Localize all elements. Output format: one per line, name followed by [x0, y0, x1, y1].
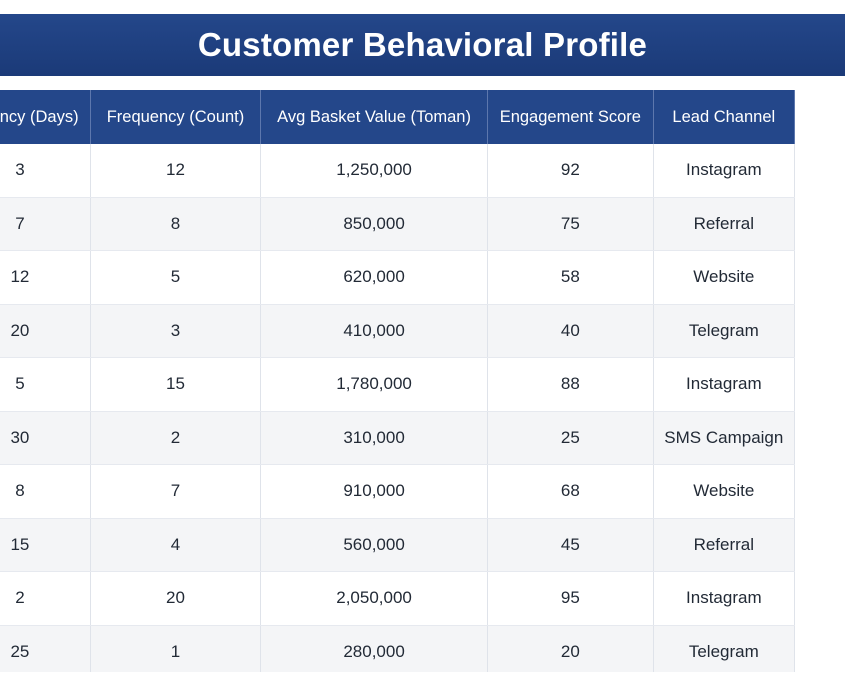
- column-header-basket-value[interactable]: Avg Basket Value (Toman): [260, 90, 489, 144]
- frequency-cell: 4: [90, 518, 262, 572]
- table-row: 3 12 1,250,000 92 Instagram: [0, 144, 796, 198]
- lead-channel-cell: Website: [653, 250, 796, 305]
- frequency-cell: 20: [90, 571, 262, 626]
- column-header-lead-channel[interactable]: Lead Channel: [653, 90, 796, 144]
- frequency-cell: 7: [90, 464, 262, 519]
- recency-cell: 20: [0, 304, 91, 358]
- engagement-cell: 58: [487, 250, 654, 305]
- recency-cell: 25: [0, 625, 91, 672]
- frequency-cell: 3: [90, 304, 262, 358]
- table-row: 12 5 620,000 58 Website: [0, 250, 796, 305]
- header-row: Recency (Days) Frequency (Count) Avg Bas…: [0, 90, 796, 144]
- engagement-cell: 68: [487, 464, 654, 519]
- engagement-cell: 25: [487, 411, 654, 465]
- lead-channel-cell: Instagram: [653, 144, 796, 198]
- page-title: Customer Behavioral Profile: [197, 26, 648, 63]
- table-row: 15 4 560,000 45 Referral: [0, 518, 796, 572]
- recency-cell: 7: [0, 197, 91, 251]
- lead-channel-cell: Referral: [653, 518, 796, 572]
- frequency-cell: 2: [90, 411, 262, 465]
- lead-channel-cell: SMS Campaign: [653, 411, 796, 465]
- table-container: Recency (Days) Frequency (Count) Avg Bas…: [0, 90, 845, 672]
- table-row: 2 20 2,050,000 95 Instagram: [0, 571, 796, 626]
- engagement-cell: 92: [487, 144, 654, 198]
- recency-cell: 8: [0, 464, 91, 519]
- table-row: 20 3 410,000 40 Telegram: [0, 304, 796, 358]
- basket-value-cell: 310,000: [260, 411, 489, 465]
- engagement-cell: 95: [487, 571, 654, 626]
- recency-cell: 5: [0, 357, 91, 412]
- basket-value-cell: 280,000: [260, 625, 489, 672]
- frequency-cell: 1: [90, 625, 262, 672]
- table-row: 5 15 1,780,000 88 Instagram: [0, 357, 796, 412]
- table-row: 30 2 310,000 25 SMS Campaign: [0, 411, 796, 465]
- behavior-table: Recency (Days) Frequency (Count) Avg Bas…: [0, 90, 796, 672]
- table-row: 7 8 850,000 75 Referral: [0, 197, 796, 251]
- lead-channel-cell: Telegram: [653, 304, 796, 358]
- engagement-cell: 20: [487, 625, 654, 672]
- recency-cell: 15: [0, 518, 91, 572]
- recency-cell: 2: [0, 571, 91, 626]
- lead-channel-cell: Instagram: [653, 357, 796, 412]
- recency-cell: 12: [0, 250, 91, 305]
- lead-channel-cell: Telegram: [653, 625, 796, 672]
- basket-value-cell: 620,000: [260, 250, 489, 305]
- recency-cell: 30: [0, 411, 91, 465]
- recency-cell: 3: [0, 144, 91, 198]
- column-header-frequency[interactable]: Frequency (Count): [90, 90, 262, 144]
- lead-channel-cell: Instagram: [653, 571, 796, 626]
- engagement-cell: 45: [487, 518, 654, 572]
- basket-value-cell: 850,000: [260, 197, 489, 251]
- table-row: 8 7 910,000 68 Website: [0, 464, 796, 519]
- engagement-cell: 88: [487, 357, 654, 412]
- table-row: 25 1 280,000 20 Telegram: [0, 625, 796, 672]
- basket-value-cell: 1,250,000: [260, 144, 489, 198]
- basket-value-cell: 560,000: [260, 518, 489, 572]
- basket-value-cell: 1,780,000: [260, 357, 489, 412]
- frequency-cell: 5: [90, 250, 262, 305]
- table-body: 3 12 1,250,000 92 Instagram 7 8 850,000 75 Referr…: [0, 144, 796, 672]
- frequency-cell: 15: [90, 357, 262, 412]
- frequency-cell: 8: [90, 197, 262, 251]
- lead-channel-cell: Referral: [653, 197, 796, 251]
- basket-value-cell: 410,000: [260, 304, 489, 358]
- title-bar: Customer Behavioral Profile: [0, 14, 845, 76]
- basket-value-cell: 910,000: [260, 464, 489, 519]
- engagement-cell: 40: [487, 304, 654, 358]
- engagement-cell: 75: [487, 197, 654, 251]
- column-header-recency[interactable]: Recency (Days): [0, 90, 91, 144]
- column-header-engagement[interactable]: Engagement Score: [487, 90, 654, 144]
- frequency-cell: 12: [90, 144, 262, 198]
- lead-channel-cell: Website: [653, 464, 796, 519]
- basket-value-cell: 2,050,000: [260, 571, 489, 626]
